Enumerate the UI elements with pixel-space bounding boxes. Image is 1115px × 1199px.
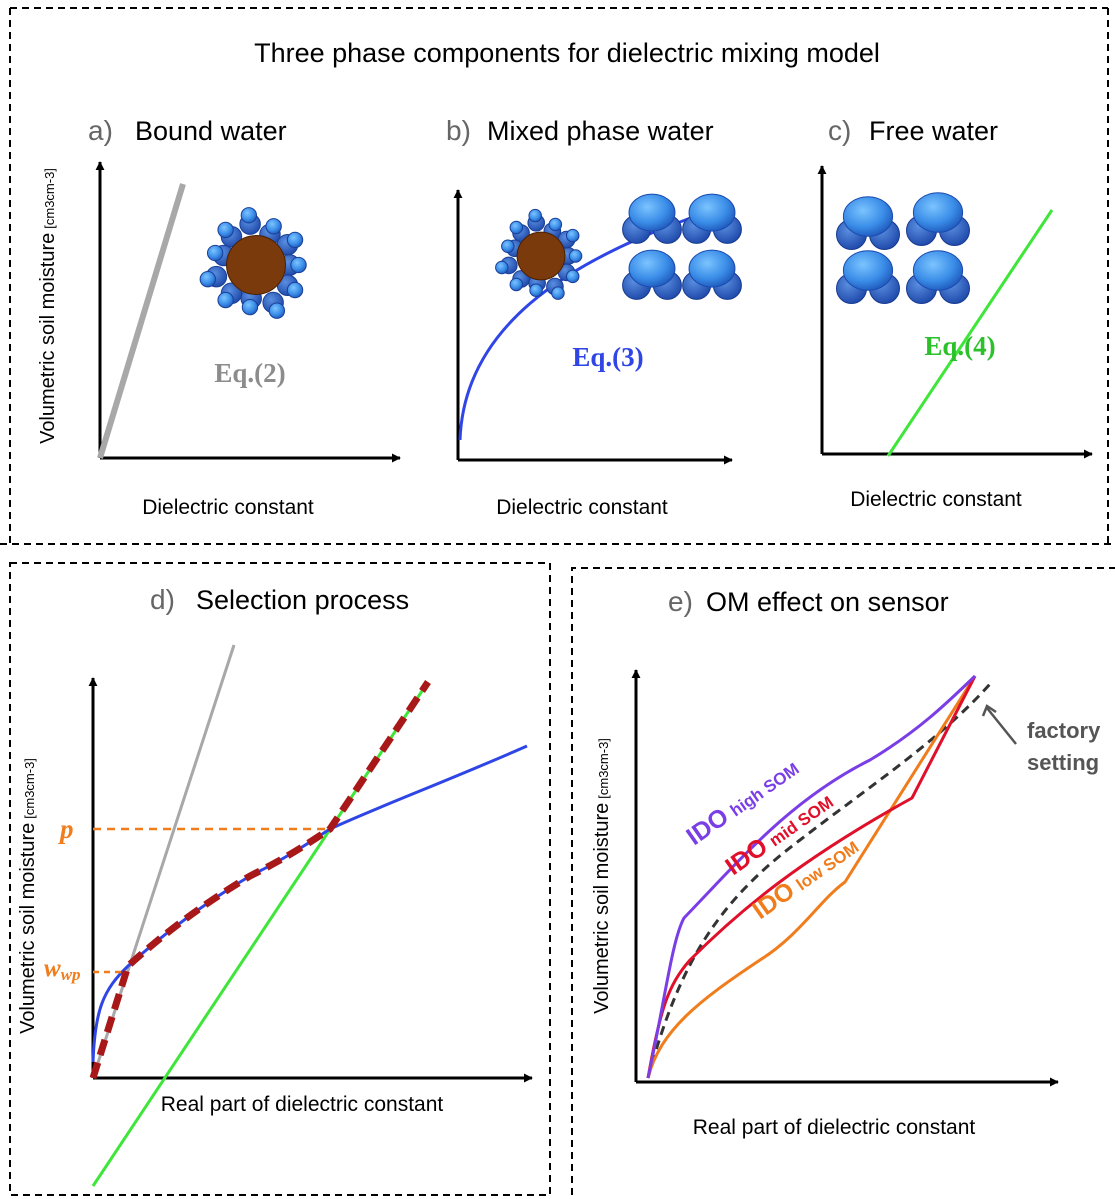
- free-water-line: [886, 209, 1054, 457]
- panel-d-x-label: Real part of dielectric constant: [161, 1093, 444, 1116]
- panel-c-equation: Eq.(4): [924, 331, 995, 361]
- top-panel-bottom-border: [0, 8, 1115, 545]
- panel-a-letter: a): [88, 115, 113, 146]
- mixed-phase-curve: [458, 210, 709, 441]
- panel-d-frame: [9, 562, 551, 1196]
- panel-b-equation: Eq.(3): [572, 342, 643, 372]
- panel-a-equation: Eq.(2): [214, 358, 285, 388]
- panel-c-letter: c): [828, 115, 851, 146]
- factory-setting-curve: [646, 683, 992, 1079]
- factory-setting-arrow: [986, 707, 1017, 745]
- panel-a-x-label: Dielectric constant: [142, 496, 314, 519]
- bound-water-molecule-icon: [199, 207, 307, 319]
- ido-high-som-curve: [646, 674, 977, 1079]
- factory-setting-label-line2: setting: [1027, 750, 1099, 775]
- panel-d-title: Selection process: [196, 585, 409, 615]
- factory-setting-label-line1: factory: [1027, 718, 1101, 743]
- panel-d-y-label: Volumetric soil moisture[cm3cm-3]: [17, 758, 39, 1034]
- ido-low-som-curve: [646, 675, 977, 1079]
- bound-water-molecule-icon-b: [495, 208, 583, 300]
- panel-b-x-label: Dielectric constant: [496, 496, 668, 519]
- p-label: p: [58, 814, 74, 844]
- panel-e: e) OM effect on sensor IDOhigh SOM IDOmi…: [591, 586, 1101, 1139]
- panel-e-frame: [571, 567, 1115, 1195]
- panel-d-bound-line: [91, 644, 236, 1079]
- figure-title: Three phase components for dielectric mi…: [254, 38, 880, 68]
- panel-d-mixed-curve: [91, 744, 528, 1063]
- panel-b: b) Mixed phase water Eq.(3) Dielectric c…: [446, 115, 742, 519]
- panel-b-letter: b): [446, 115, 471, 146]
- panel-c-x-label: Dielectric constant: [850, 488, 1022, 511]
- panel-e-x-label: Real part of dielectric constant: [693, 1116, 976, 1139]
- panel-e-y-label: Volumetric soil moisture[cm3cm-3]: [591, 738, 613, 1014]
- free-water-cluster-icon-c: [836, 192, 970, 304]
- top-panel-frame: [9, 7, 1108, 544]
- panel-a: a) Bound water Eq.(2) Dielectric constan…: [37, 115, 401, 519]
- panel-e-title: OM effect on sensor: [706, 587, 949, 617]
- panel-c-title: Free water: [869, 116, 998, 146]
- panel-d-letter: d): [150, 584, 175, 615]
- panel-a-title: Bound water: [135, 116, 287, 146]
- panel-a-y-label: Volumetric soil moisture[cm3cm-3]: [37, 168, 59, 444]
- factory-setting-arrowhead: [981, 704, 997, 717]
- panel-e-letter: e): [668, 586, 693, 617]
- bound-water-line: [97, 183, 186, 459]
- panel-d-selected-curve: [89, 680, 431, 1080]
- panel-b-title: Mixed phase water: [487, 116, 714, 146]
- free-water-cluster-icon-b: [622, 193, 742, 300]
- wwp-label: wwp: [44, 955, 81, 984]
- panel-d: d) Selection process p wwp Real part of …: [17, 584, 533, 1187]
- panel-c: c) Free water Eq.(4) Dielectric constant: [817, 115, 1093, 511]
